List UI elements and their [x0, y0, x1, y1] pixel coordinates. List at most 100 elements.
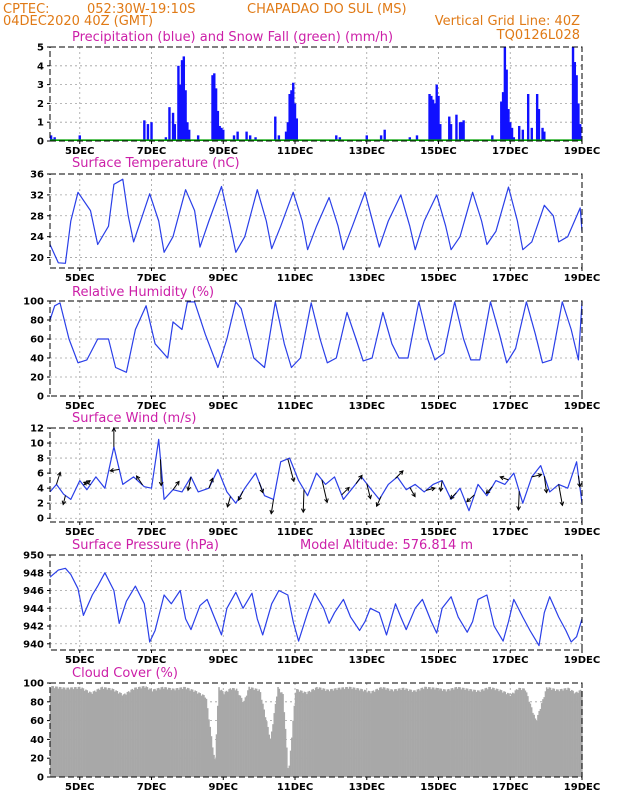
- cloud-bar: [316, 686, 318, 777]
- source-label: CPTEC:: [3, 2, 50, 17]
- cloud-bar: [311, 689, 313, 777]
- cloud-bar: [534, 718, 537, 777]
- cloud-bar: [539, 708, 542, 777]
- cloud-bar: [277, 687, 279, 777]
- cloud-bar: [533, 714, 535, 777]
- cloud-bar: [355, 689, 357, 777]
- cloud-bar: [267, 726, 269, 777]
- y-tick-label: 950: [23, 551, 44, 562]
- wind-arrow-head: [175, 480, 180, 486]
- precip-bar: [509, 122, 512, 141]
- cloud-bar: [471, 691, 474, 777]
- wind-arrow: [55, 471, 62, 485]
- cloud-bar: [255, 688, 258, 777]
- x-tick-label: 5DEC: [65, 782, 94, 793]
- x-tick-label: 15DEC: [420, 146, 456, 157]
- cloud-bar: [404, 689, 406, 777]
- cloud-bar: [396, 690, 399, 777]
- cloud-bar: [58, 686, 61, 777]
- cloud-bar: [366, 692, 368, 777]
- cloud-bar: [76, 688, 78, 777]
- cloud-bar: [218, 687, 220, 777]
- precip-bar: [431, 99, 435, 141]
- precip-bar: [179, 84, 182, 141]
- precip-bar: [146, 124, 150, 141]
- cloud-bar: [442, 689, 445, 777]
- cloud-bar: [495, 688, 498, 777]
- x-tick-label: 13DEC: [349, 782, 385, 793]
- cloud-bar: [419, 690, 421, 777]
- cloud-bar: [296, 689, 298, 777]
- cloud-bar: [68, 689, 71, 777]
- cloud-bar: [421, 687, 424, 777]
- cloud-bar: [371, 690, 373, 777]
- precip-bar: [408, 137, 412, 141]
- cloud-bar: [540, 703, 543, 777]
- precip-bar: [521, 129, 525, 141]
- cloud-bar: [331, 688, 333, 777]
- precip-bar: [290, 90, 293, 141]
- cloud-bar: [498, 691, 500, 777]
- location-name: CHAPADAO DO SUL (MS): [247, 2, 407, 17]
- precip-bar: [213, 73, 216, 141]
- cloud-bar: [303, 691, 306, 777]
- wind-arrow-shaft: [517, 491, 520, 510]
- cloud-bar: [509, 695, 512, 777]
- cloud-bar: [401, 687, 404, 777]
- x-tick-label: 11DEC: [277, 273, 313, 284]
- cloud-bar: [548, 687, 551, 777]
- cloud-bar: [135, 687, 137, 777]
- x-tick-label: 11DEC: [277, 146, 313, 157]
- cloud-bar: [152, 689, 155, 777]
- cloud-bar: [527, 696, 529, 777]
- cloud-bar: [117, 693, 120, 777]
- panel-title: Relative Humidity (%): [72, 285, 214, 300]
- cloud-bar: [77, 686, 80, 777]
- precip-bar: [211, 75, 214, 141]
- wind-arrow: [409, 487, 416, 498]
- cloud-bar: [356, 688, 358, 777]
- panel-frame: [49, 682, 583, 778]
- y-tick-label: 80: [30, 316, 44, 327]
- cloud-bar: [220, 689, 223, 777]
- cloud-bar: [150, 689, 153, 777]
- wind-arrow-head: [367, 494, 373, 500]
- cloud-bar: [225, 690, 228, 777]
- wind-arrow-shaft: [321, 479, 328, 503]
- cloud-bar: [247, 690, 249, 777]
- precip-bar: [571, 47, 575, 141]
- x-tick-label: 5DEC: [65, 273, 94, 284]
- cloud-bar: [376, 688, 379, 777]
- wind-arrow-head: [269, 509, 275, 515]
- cloud-bar: [468, 690, 470, 777]
- cloud-bar: [110, 690, 112, 777]
- x-tick-label: 11DEC: [277, 782, 313, 793]
- wind-arrow: [485, 486, 493, 495]
- cloud-bar: [446, 689, 449, 777]
- cloud-bar: [333, 688, 336, 777]
- precip-bar: [164, 137, 168, 141]
- cloud-bar: [555, 689, 558, 777]
- precip-bar: [187, 129, 191, 141]
- cloud-bar: [287, 768, 289, 777]
- cloud-bar: [409, 689, 411, 777]
- precip-bar: [277, 135, 281, 141]
- cloud-bar: [306, 694, 308, 777]
- cloud-bar: [520, 690, 523, 777]
- cloud-bar: [489, 686, 492, 777]
- cloud-bar: [402, 687, 405, 777]
- cloud-bar: [57, 688, 60, 777]
- cloud-bar: [343, 689, 346, 777]
- panel-precip: 0 1 2 3 4 5 5DEC 7DEC 9DEC 11DEC 13DEC 15DEC 17DEC 19…: [37, 30, 600, 157]
- cloud-bar: [444, 689, 446, 777]
- wind-arrow-shaft: [258, 481, 264, 493]
- cloud-bar: [308, 690, 311, 777]
- precip-bar: [254, 137, 257, 141]
- cloud-bar: [97, 688, 100, 777]
- cloud-bar: [222, 691, 224, 777]
- x-tick-label: 17DEC: [492, 273, 528, 284]
- wind-arrow-head: [411, 492, 416, 498]
- cloud-bar: [485, 687, 488, 777]
- precip-bar: [177, 65, 180, 141]
- cloud-bar: [365, 690, 367, 777]
